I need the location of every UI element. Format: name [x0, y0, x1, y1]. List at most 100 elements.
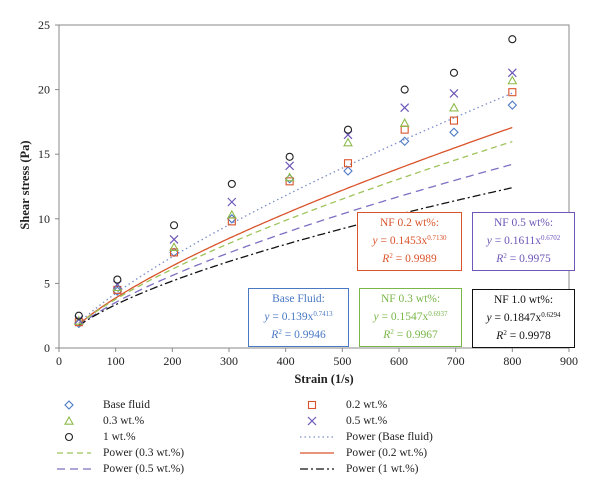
x-tick-label: 700	[447, 354, 465, 368]
fit-line	[78, 126, 513, 325]
data-point	[399, 118, 410, 127]
legend-item: Power (Base fluid)	[300, 429, 433, 445]
data-point	[169, 235, 179, 244]
annotation-r2: R2 = 0.9978	[496, 329, 551, 342]
line-swatch-icon	[300, 436, 334, 438]
annotation-title: NF 0.2 wt%:	[379, 217, 440, 229]
data-point	[449, 89, 459, 98]
y-tick-label: 5	[44, 276, 50, 290]
data-point	[400, 85, 409, 94]
line-swatch-icon	[300, 452, 334, 454]
y-tick-label: 0	[44, 341, 50, 355]
legend-item: Power (0.5 wt.%)	[57, 461, 184, 477]
data-point	[507, 100, 518, 110]
x-tick-label: 200	[163, 354, 181, 368]
annotation-r2: R2 = 0.9967	[383, 328, 438, 341]
data-point	[343, 125, 353, 134]
x-tick-label: 400	[277, 354, 295, 368]
y-tick-label: 25	[38, 18, 50, 32]
annotation-base-fluid: Base Fluid: y = 0.139x0.7413 R2 = 0.9946	[248, 288, 349, 347]
fit-line	[78, 163, 513, 326]
data-point	[399, 136, 410, 147]
data-point	[508, 35, 517, 44]
legend-item: 0.5 wt.%	[300, 413, 433, 429]
x-tick-label: 800	[503, 354, 521, 368]
legend-right: 0.2 wt.% 0.5 wt.% Power (Base fluid) Pow…	[300, 397, 433, 477]
annotation-equation: y = 0.1453x0.7130	[372, 234, 447, 247]
data-point	[507, 68, 517, 78]
x-tick-label: 0	[56, 354, 62, 368]
annotation-equation: y = 0.1847x0.6294	[486, 311, 561, 324]
data-point	[169, 221, 179, 230]
annotation-1-0-wt: NF 1.0 wt%: y = 0.1847x0.6294 R2 = 0.997…	[472, 289, 575, 348]
line-swatch-icon	[300, 468, 334, 470]
diamond-marker-icon	[64, 400, 74, 410]
annotation-0-3-wt: NF 0.3 wt%: y = 0.1547x0.6937 R2 = 0.996…	[359, 288, 462, 347]
fit-line	[78, 140, 513, 326]
data-point	[285, 152, 294, 161]
data-point	[507, 75, 518, 85]
legend-item: 1 wt.%	[57, 429, 184, 445]
data-point	[74, 311, 83, 320]
annotation-0-2-wt: NF 0.2 wt%: y = 0.1453x0.7130 R2 = 0.998…	[357, 212, 462, 271]
triangle-marker-icon	[64, 415, 74, 425]
data-point	[400, 125, 409, 134]
data-point	[73, 315, 84, 325]
data-point	[343, 159, 353, 168]
fit-lines	[78, 92, 513, 327]
data-point	[508, 88, 517, 97]
data-point	[112, 286, 123, 296]
data-point	[113, 275, 122, 284]
legend-item: Power (0.2 wt.%)	[300, 445, 433, 461]
line-swatch-icon	[57, 468, 91, 470]
x-tick-label: 500	[333, 354, 351, 368]
annotation-equation: y = 0.1547x0.6937	[373, 310, 448, 323]
annotation-title: NF 0.3 wt%:	[380, 293, 441, 305]
legend-item: Power (1 wt.%)	[300, 461, 433, 477]
data-point	[449, 102, 459, 112]
legend-item: 0.2 wt.%	[300, 397, 433, 413]
y-tick-label: 20	[38, 83, 50, 97]
legend-item: 0.3 wt.%	[57, 413, 184, 429]
legend-item: Power (0.3 wt.%)	[57, 445, 184, 461]
y-axis-label: Shear stress (Pa)	[18, 140, 32, 229]
cross-marker-icon	[307, 416, 317, 426]
axes: 0 100 200 300 400 500 600 700 800 900 0 5 10 15 20 25	[38, 18, 578, 368]
y-tick-label: 15	[38, 147, 50, 161]
annotation-title: Base Fluid:	[272, 293, 325, 305]
data-point	[449, 68, 459, 77]
x-tick-label: 300	[220, 354, 238, 368]
legend-item: Base fluid	[57, 397, 184, 413]
line-swatch-icon	[57, 452, 91, 454]
x-tick-label: 900	[560, 354, 578, 368]
data-point	[343, 166, 353, 176]
annotation-0-5-wt: NF 0.5 wt%: y = 0.1611x0.6702 R2 = 0.997…	[472, 212, 575, 271]
annotation-equation: y = 0.139x0.7413	[264, 310, 333, 323]
data-point	[285, 177, 294, 186]
annotation-equation: y = 0.1611x0.6702	[486, 234, 561, 247]
annotation-title: NF 0.5 wt%:	[493, 217, 554, 229]
data-point	[284, 172, 295, 182]
legend-left: Base fluid 0.3 wt.% 1 wt.% Power (0.3 wt…	[57, 397, 184, 477]
data-point	[227, 217, 236, 226]
shear-stress-chart: 0 100 200 300 400 500 600 700 800 900 0 5 10 15 20 25 S…	[18, 18, 578, 386]
data-point	[227, 197, 237, 207]
annotation-title: NF 1.0 wt%:	[493, 294, 554, 306]
fit-line	[78, 187, 513, 327]
data-point	[449, 116, 459, 125]
square-marker-icon	[307, 400, 317, 410]
data-point	[169, 242, 179, 251]
data-point	[400, 103, 410, 113]
x-axis-label: Strain (1/s)	[294, 372, 353, 386]
annotation-r2: R2 = 0.9946	[271, 328, 326, 341]
data-point	[449, 127, 459, 138]
x-tick-label: 600	[390, 354, 408, 368]
data-point	[227, 179, 236, 188]
plot-frame	[58, 24, 570, 349]
circle-marker-icon	[64, 432, 74, 442]
data-point	[226, 209, 237, 219]
data-points	[73, 35, 518, 329]
data-point	[285, 161, 295, 171]
x-tick-label: 100	[107, 354, 125, 368]
data-point	[169, 248, 179, 257]
